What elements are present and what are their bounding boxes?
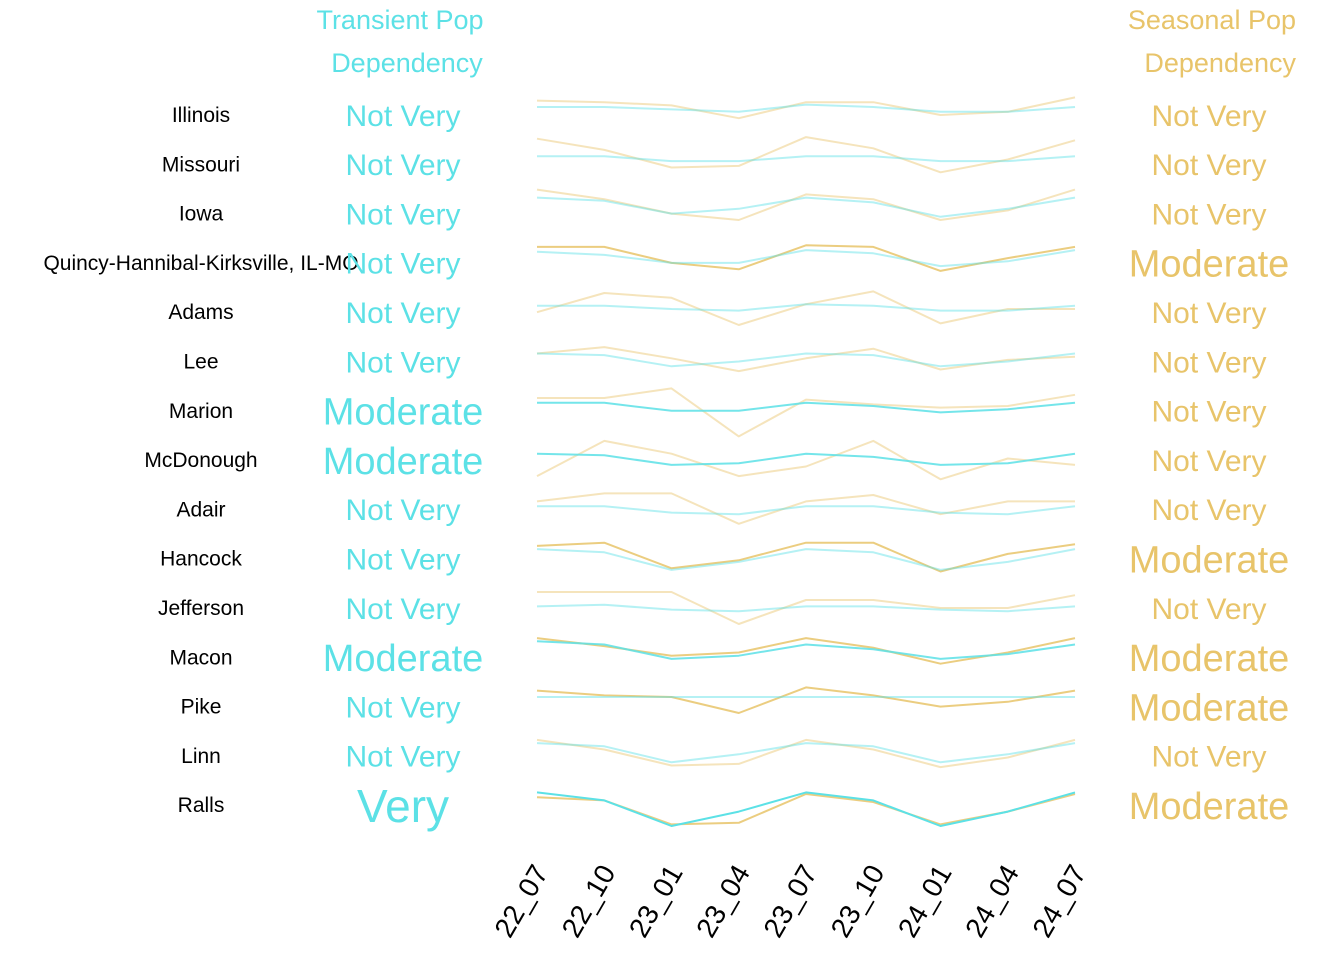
seasonal-line-illinois bbox=[536, 96, 1076, 120]
seasonal-line-iowa bbox=[536, 188, 1076, 221]
transient-dependency-label: Not Very bbox=[345, 149, 460, 182]
seasonal-dependency-label: Not Very bbox=[1151, 593, 1266, 626]
x-tick-label: 23_04 bbox=[690, 860, 756, 943]
region-label: Pike bbox=[181, 696, 222, 719]
transient-dependency-label: Very bbox=[357, 780, 449, 832]
region-label: Illinois bbox=[172, 104, 230, 127]
seasonal-dependency-label: Not Very bbox=[1151, 396, 1266, 429]
transient-dependency-label: Not Very bbox=[345, 297, 460, 330]
transient-dependency-label: Not Very bbox=[345, 248, 460, 281]
region-label: Adair bbox=[176, 498, 225, 521]
region-label: Iowa bbox=[179, 203, 224, 226]
seasonal-line-missouri bbox=[536, 136, 1076, 174]
column-headers: Transient Pop Dependency Seasonal Pop De… bbox=[316, 5, 1296, 78]
seasonal-line-adams bbox=[536, 290, 1075, 326]
transient-dependency-label: Not Very bbox=[345, 691, 460, 724]
x-tick-label: 24_04 bbox=[959, 860, 1025, 943]
x-tick-label: 22_10 bbox=[556, 860, 622, 943]
series-lines bbox=[536, 96, 1076, 827]
transient-dependency-label: Not Very bbox=[345, 346, 460, 379]
transient-line-illinois bbox=[537, 103, 1076, 113]
region-label: Missouri bbox=[162, 153, 240, 176]
seasonal-line-adair bbox=[536, 492, 1075, 525]
transient-dependency-label: Not Very bbox=[345, 544, 460, 577]
transient-dependency-label: Not Very bbox=[345, 494, 460, 527]
region-label: Adams bbox=[168, 301, 233, 324]
seasonal-dependency-label: Moderate bbox=[1129, 687, 1290, 729]
seasonal-dependency-label: Not Very bbox=[1151, 198, 1266, 231]
x-tick-label: 24_01 bbox=[892, 860, 958, 943]
x-tick-label: 24_07 bbox=[1026, 860, 1092, 943]
transient-line-adair bbox=[537, 505, 1076, 516]
transient-header-line-2: Dependency bbox=[331, 48, 483, 78]
x-tick-label: 23_10 bbox=[825, 860, 891, 943]
region-label: Macon bbox=[169, 646, 232, 669]
seasonal-line-macon bbox=[536, 637, 1076, 665]
seasonal-dependency-label: Moderate bbox=[1129, 638, 1290, 680]
x-tick-label: 23_01 bbox=[623, 860, 689, 943]
seasonal-dependency-label: Moderate bbox=[1129, 539, 1290, 581]
transient-dependency-label: Moderate bbox=[323, 638, 484, 680]
transient-line-mcdonough bbox=[536, 452, 1076, 466]
transient-line-macon bbox=[536, 640, 1076, 660]
transient-line-hancock bbox=[536, 548, 1076, 571]
region-label: Ralls bbox=[178, 794, 225, 817]
seasonal-header-line-1: Seasonal Pop bbox=[1128, 5, 1296, 35]
transient-line-quincy-hannibal-kirksville-il-mo bbox=[536, 249, 1076, 268]
seasonal-line-lee bbox=[536, 346, 1076, 373]
seasonal-dependency-label: Not Very bbox=[1151, 346, 1266, 379]
transient-header-line-1: Transient Pop bbox=[316, 5, 483, 35]
seasonal-line-quincy-hannibal-kirksville-il-mo bbox=[537, 244, 1076, 272]
transient-line-lee bbox=[536, 352, 1076, 368]
region-label: Quincy-Hannibal-Kirksville, IL-MO bbox=[43, 252, 358, 275]
row-labels: Illinois Not Very Not Very Missouri Not Very… bbox=[43, 100, 1289, 832]
transient-line-missouri bbox=[537, 155, 1076, 163]
region-label: McDonough bbox=[144, 449, 257, 472]
region-label: Linn bbox=[181, 745, 221, 768]
seasonal-dependency-label: Not Very bbox=[1151, 445, 1266, 478]
transient-dependency-label: Not Very bbox=[345, 198, 460, 231]
transient-line-marion bbox=[537, 401, 1076, 414]
x-tick-label: 23_07 bbox=[757, 860, 823, 943]
seasonal-line-ralls bbox=[536, 793, 1076, 826]
region-label: Jefferson bbox=[158, 597, 244, 620]
transient-line-ralls bbox=[536, 791, 1076, 827]
seasonal-line-pike bbox=[536, 686, 1076, 714]
seasonal-header-line-2: Dependency bbox=[1144, 48, 1296, 78]
seasonal-dependency-label: Not Very bbox=[1151, 100, 1266, 133]
transient-dependency-label: Moderate bbox=[323, 391, 484, 433]
seasonal-dependency-label: Not Very bbox=[1151, 297, 1266, 330]
seasonal-line-hancock bbox=[536, 541, 1076, 573]
region-label: Hancock bbox=[160, 548, 242, 571]
transient-line-adams bbox=[537, 303, 1076, 312]
seasonal-line-mcdonough bbox=[536, 439, 1076, 481]
seasonal-dependency-label: Not Very bbox=[1151, 149, 1266, 182]
region-label: Marion bbox=[169, 400, 233, 423]
transient-line-linn bbox=[536, 742, 1076, 764]
transient-dependency-label: Moderate bbox=[323, 441, 484, 483]
x-tick-label: 22_07 bbox=[488, 860, 554, 943]
x-axis-ticks: 22_07 22_10 23_01 23_04 23_07 23_10 24_01 24_04… bbox=[488, 860, 1092, 943]
transient-dependency-label: Not Very bbox=[345, 741, 460, 774]
transient-dependency-label: Not Very bbox=[345, 100, 460, 133]
seasonal-dependency-label: Not Very bbox=[1151, 741, 1266, 774]
transient-dependency-label: Not Very bbox=[345, 593, 460, 626]
seasonal-dependency-label: Moderate bbox=[1129, 244, 1290, 286]
seasonal-dependency-label: Not Very bbox=[1151, 494, 1266, 527]
region-label: Lee bbox=[183, 351, 218, 374]
seasonal-line-linn bbox=[536, 738, 1076, 769]
seasonal-line-jefferson bbox=[537, 591, 1076, 625]
transient-line-jefferson bbox=[536, 603, 1076, 613]
seasonal-dependency-label: Moderate bbox=[1129, 786, 1290, 828]
transient-line-iowa bbox=[536, 196, 1076, 218]
seasonal-line-marion bbox=[537, 387, 1076, 438]
